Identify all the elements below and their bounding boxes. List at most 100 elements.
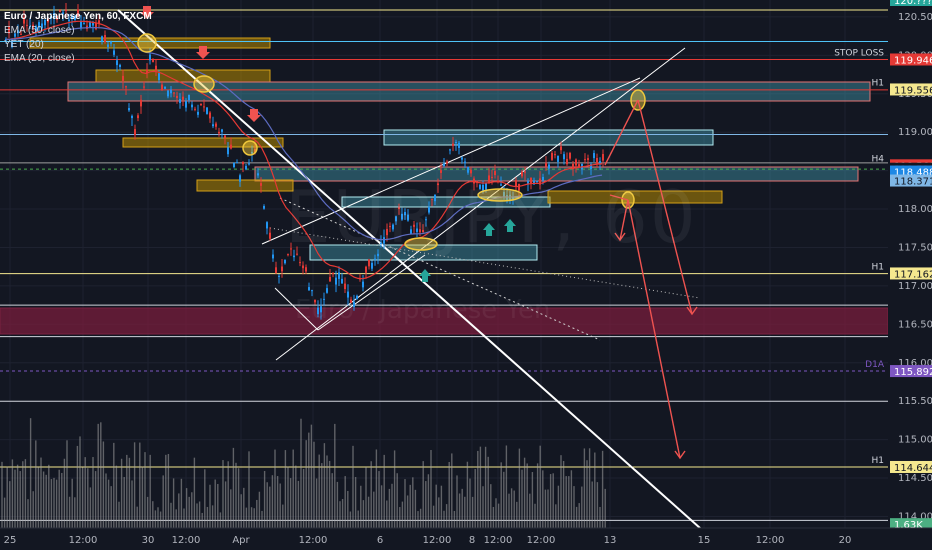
x-tick-label: 30 <box>142 535 155 546</box>
candle-body <box>353 301 355 307</box>
candle-body <box>365 266 367 273</box>
candle-body <box>221 129 223 132</box>
candle-body <box>131 115 133 119</box>
candle-body <box>431 198 433 200</box>
candle-body <box>140 99 142 107</box>
candle-body <box>239 175 241 182</box>
price-label-bg <box>890 174 932 187</box>
candle-body <box>515 180 517 187</box>
volume-bars <box>1 418 606 528</box>
candle-body <box>386 228 388 236</box>
candle-body <box>173 92 175 94</box>
candle-body <box>404 211 406 216</box>
buy-arrow-icon <box>504 219 516 232</box>
candle-body <box>362 281 364 288</box>
candle-body <box>116 60 118 66</box>
candle-body <box>95 22 97 30</box>
candle-body <box>14 33 16 37</box>
level-annotation: D1A <box>865 360 885 370</box>
candle-body <box>113 50 115 55</box>
y-tick-label: 120.500 <box>898 12 932 23</box>
support-resistance-zones <box>0 37 889 335</box>
candle-body <box>335 277 337 285</box>
candle-body <box>602 154 604 161</box>
candle-body <box>275 267 277 273</box>
y-tick-label: 117.000 <box>898 281 932 292</box>
candle-body <box>563 154 565 160</box>
candle-body <box>260 183 262 186</box>
candle-body <box>281 266 283 272</box>
candle-body <box>68 19 70 22</box>
candle-body <box>26 24 28 26</box>
forecast-line <box>627 199 681 459</box>
level-annotation: H1 <box>872 78 885 88</box>
candle-body <box>200 103 202 106</box>
indicator-ema20[interactable]: EMA (20, close) <box>4 53 75 64</box>
candle-body <box>377 253 379 257</box>
candle-body <box>152 58 154 63</box>
candle-body <box>368 259 370 267</box>
candle-body <box>395 216 397 222</box>
candle-body <box>545 162 547 167</box>
price-label-bg <box>890 365 932 378</box>
candle-body <box>59 10 61 13</box>
indicator-yet[interactable]: YET (20) <box>4 39 44 50</box>
trendline <box>269 227 701 299</box>
forecast-path <box>604 99 698 460</box>
candle-body <box>227 147 229 155</box>
candle-body <box>23 16 25 24</box>
candle-body <box>419 229 421 233</box>
candle-body <box>32 24 34 30</box>
candle-body <box>317 307 319 315</box>
candle-body <box>254 148 256 153</box>
candle-body <box>479 184 481 189</box>
candle-body <box>104 35 106 43</box>
indicator-ema50[interactable]: EMA (50, close) <box>4 25 75 36</box>
x-tick-label: 25 <box>4 535 17 546</box>
symbol-title[interactable]: Euro / Japanese Yen, 60, FXCM <box>4 11 152 22</box>
candle-body <box>242 162 244 165</box>
candle-body <box>557 155 559 162</box>
candle-body <box>428 206 430 213</box>
candle-body <box>425 219 427 221</box>
price-label-bg <box>890 460 932 473</box>
forecast-line <box>637 99 693 315</box>
trendline <box>275 47 686 361</box>
trendline <box>317 254 426 331</box>
y-tick-label: 118.000 <box>898 204 932 215</box>
candle-body <box>530 177 532 184</box>
zone-rect <box>122 137 284 148</box>
candle-body <box>248 163 250 165</box>
buy-arrow-icon <box>419 269 431 282</box>
candle-body <box>593 153 595 159</box>
candle-body <box>542 176 544 181</box>
candle-body <box>599 161 601 164</box>
candle-body <box>308 287 310 291</box>
chart-legend: Euro / Japanese Yen, 60, FXCM EMA (50, c… <box>4 10 152 66</box>
candle-body <box>434 194 436 202</box>
candle-body <box>329 276 331 282</box>
x-tick-label: 12:00 <box>527 535 556 546</box>
y-tick-label: 114.500 <box>898 473 932 484</box>
candle-body <box>161 84 163 90</box>
price-axis[interactable]: 120.500120.000119.500119.000118.500118.0… <box>888 0 932 531</box>
candle-body <box>53 13 55 19</box>
candle-body <box>107 44 109 47</box>
candle-body <box>470 169 472 174</box>
candle-body <box>413 224 415 227</box>
candle-body <box>92 22 94 26</box>
candle-body <box>383 237 385 244</box>
sell-arrow-icon <box>196 46 210 59</box>
candle-body <box>197 111 199 115</box>
x-tick-label: 8 <box>469 535 475 546</box>
time-axis[interactable]: 25 12:00 30 12:00 Apr 12:00 6 12:00 8 12:00 12:00 1… <box>0 527 932 550</box>
arrowhead-icon <box>686 306 698 316</box>
sell-arrow-icon <box>247 109 261 122</box>
x-tick-label: 12:00 <box>172 535 201 546</box>
candle-body <box>485 183 487 190</box>
candle-body <box>77 9 79 17</box>
candle-body <box>455 142 457 144</box>
candle-body <box>539 178 541 185</box>
candle-body <box>8 26 10 34</box>
